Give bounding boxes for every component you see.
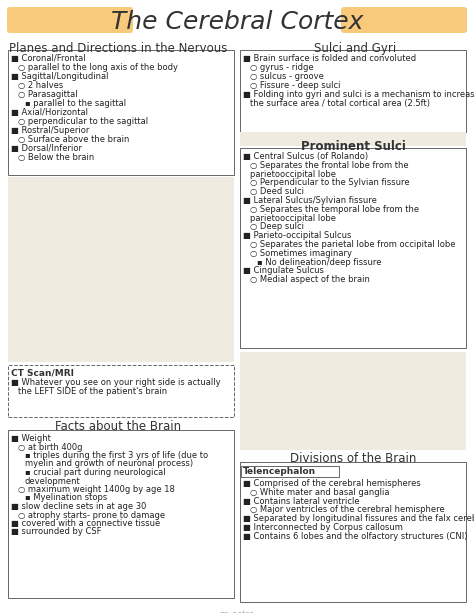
Text: ■ Axial/Horizontal: ■ Axial/Horizontal [11,108,88,117]
FancyBboxPatch shape [341,7,467,33]
Text: ○ gyrus - ridge: ○ gyrus - ridge [250,63,314,72]
Text: The Cerebral Cortex: The Cerebral Cortex [111,10,363,34]
Text: ○ Surface above the brain: ○ Surface above the brain [18,135,129,144]
Text: ■ Parieto-occipital Sulcus: ■ Parieto-occipital Sulcus [243,231,351,240]
Text: ■ Contains 6 lobes and the olfactory structures (CNI): ■ Contains 6 lobes and the olfactory str… [243,532,467,541]
Text: ■ Coronal/Frontal: ■ Coronal/Frontal [11,54,86,63]
Text: ■ Separated by longitudinal fissures and the falx cerebri: ■ Separated by longitudinal fissures and… [243,514,474,524]
Text: ○ Perpendicular to the Sylvian fissure: ○ Perpendicular to the Sylvian fissure [250,178,410,188]
Text: ■ Lateral Sulcus/Sylvian fissure: ■ Lateral Sulcus/Sylvian fissure [243,196,377,205]
Text: ○ Fissure - deep sulci: ○ Fissure - deep sulci [250,81,340,90]
Text: development: development [25,476,81,485]
Text: parietooccipital lobe: parietooccipital lobe [250,170,336,178]
Text: ■ Folding into gyri and sulci is a mechanism to increase: ■ Folding into gyri and sulci is a mecha… [243,90,474,99]
Bar [8,50,234,175]
Text: Planes and Directions in the Nervous: Planes and Directions in the Nervous [9,42,228,55]
Text: Sulci and Gyri: Sulci and Gyri [314,42,397,55]
Text: ■ Sagittal/Longitudinal: ■ Sagittal/Longitudinal [11,72,109,81]
Text: ○ Deed sulci: ○ Deed sulci [250,187,304,196]
Text: ■ Central Sulcus (of Rolando): ■ Central Sulcus (of Rolando) [243,152,368,161]
Bar [240,462,466,602]
Text: ▪ parallel to the sagittal: ▪ parallel to the sagittal [25,99,126,108]
FancyBboxPatch shape [7,7,133,33]
Text: ○ Sometimes imaginary: ○ Sometimes imaginary [250,249,352,258]
Text: ○ Major ventricles of the cerebral hemisphere: ○ Major ventricles of the cerebral hemis… [250,505,445,514]
Text: ■ Dorsal/Inferior: ■ Dorsal/Inferior [11,144,82,153]
Text: ○ Parasagittal: ○ Parasagittal [18,90,78,99]
Text: ○ Separates the parietal lobe from occipital lobe: ○ Separates the parietal lobe from occip… [250,240,456,249]
Text: ■ slow decline sets in at age 30: ■ slow decline sets in at age 30 [11,502,146,511]
Text: Prominent Sulci: Prominent Sulci [301,140,405,153]
Text: ○ Below the brain: ○ Below the brain [18,153,94,162]
Text: ■ Weight: ■ Weight [11,434,51,443]
Bar [241,466,339,477]
Text: ○ Medial aspect of the brain: ○ Medial aspect of the brain [250,275,370,284]
Text: ■ Rostral/Superior: ■ Rostral/Superior [11,126,90,135]
Text: myelin and growth of neuronal process): myelin and growth of neuronal process) [25,460,193,468]
Bar [8,430,234,598]
Text: ■ Whatever you see on your right side is actually: ■ Whatever you see on your right side is… [11,378,220,387]
Text: Telencephalon: Telencephalon [243,467,316,476]
Text: ○ parallel to the long axis of the body: ○ parallel to the long axis of the body [18,63,178,72]
Bar [240,132,466,146]
Bar [240,50,466,132]
Text: Divisions of the Brain: Divisions of the Brain [290,452,416,465]
Text: ○ Deep sulci: ○ Deep sulci [250,223,304,231]
Text: ▪ No delineation/deep fissure: ▪ No delineation/deep fissure [257,257,382,267]
Text: ○ perpendicular to the sagittal: ○ perpendicular to the sagittal [18,117,148,126]
Text: parietooccipital lobe: parietooccipital lobe [250,213,336,223]
Bar [8,177,234,362]
Text: ○ atrophy starts- prone to damage: ○ atrophy starts- prone to damage [18,511,165,519]
Text: ○ 2 halves: ○ 2 halves [18,81,63,90]
Text: Facts about the Brain: Facts about the Brain [55,420,182,433]
Text: ▪ Myelination stops: ▪ Myelination stops [25,493,107,503]
Text: ■ surrounded by CSF: ■ surrounded by CSF [11,528,101,536]
Text: ▪ triples during the first 3 yrs of life (due to: ▪ triples during the first 3 yrs of life… [25,451,208,460]
Text: the LEFT SIDE of the patient's brain: the LEFT SIDE of the patient's brain [18,387,167,396]
Text: ■ Cingulate Sulcus: ■ Cingulate Sulcus [243,267,324,275]
Text: the surface area / total cortical area (2.5ft): the surface area / total cortical area (… [250,99,430,108]
Text: ○ at birth 400g: ○ at birth 400g [18,443,82,452]
Text: pp_notes: pp_notes [219,610,255,613]
Text: ○ sulcus - groove: ○ sulcus - groove [250,72,324,81]
Bar [240,148,466,348]
Bar [240,352,466,450]
Text: ■ Comprised of the cerebral hemispheres: ■ Comprised of the cerebral hemispheres [243,479,421,488]
Text: ■ Contains lateral ventricle: ■ Contains lateral ventricle [243,497,360,506]
Text: ■ covered with a connective tissue: ■ covered with a connective tissue [11,519,160,528]
Text: ■ Brain surface is folded and convoluted: ■ Brain surface is folded and convoluted [243,54,416,63]
Text: ○ maximum weight 1400g by age 18: ○ maximum weight 1400g by age 18 [18,485,175,494]
Bar [8,365,234,417]
Text: ○ Separates the frontal lobe from the: ○ Separates the frontal lobe from the [250,161,409,170]
Text: ○ White mater and basal ganglia: ○ White mater and basal ganglia [250,488,390,497]
Text: ○ Separates the temporal lobe from the: ○ Separates the temporal lobe from the [250,205,419,214]
Text: ■ Interconnected by Corpus callosum: ■ Interconnected by Corpus callosum [243,523,403,532]
Text: CT Scan/MRI: CT Scan/MRI [11,369,74,378]
Text: ▪ crucial part during neurological: ▪ crucial part during neurological [25,468,165,477]
